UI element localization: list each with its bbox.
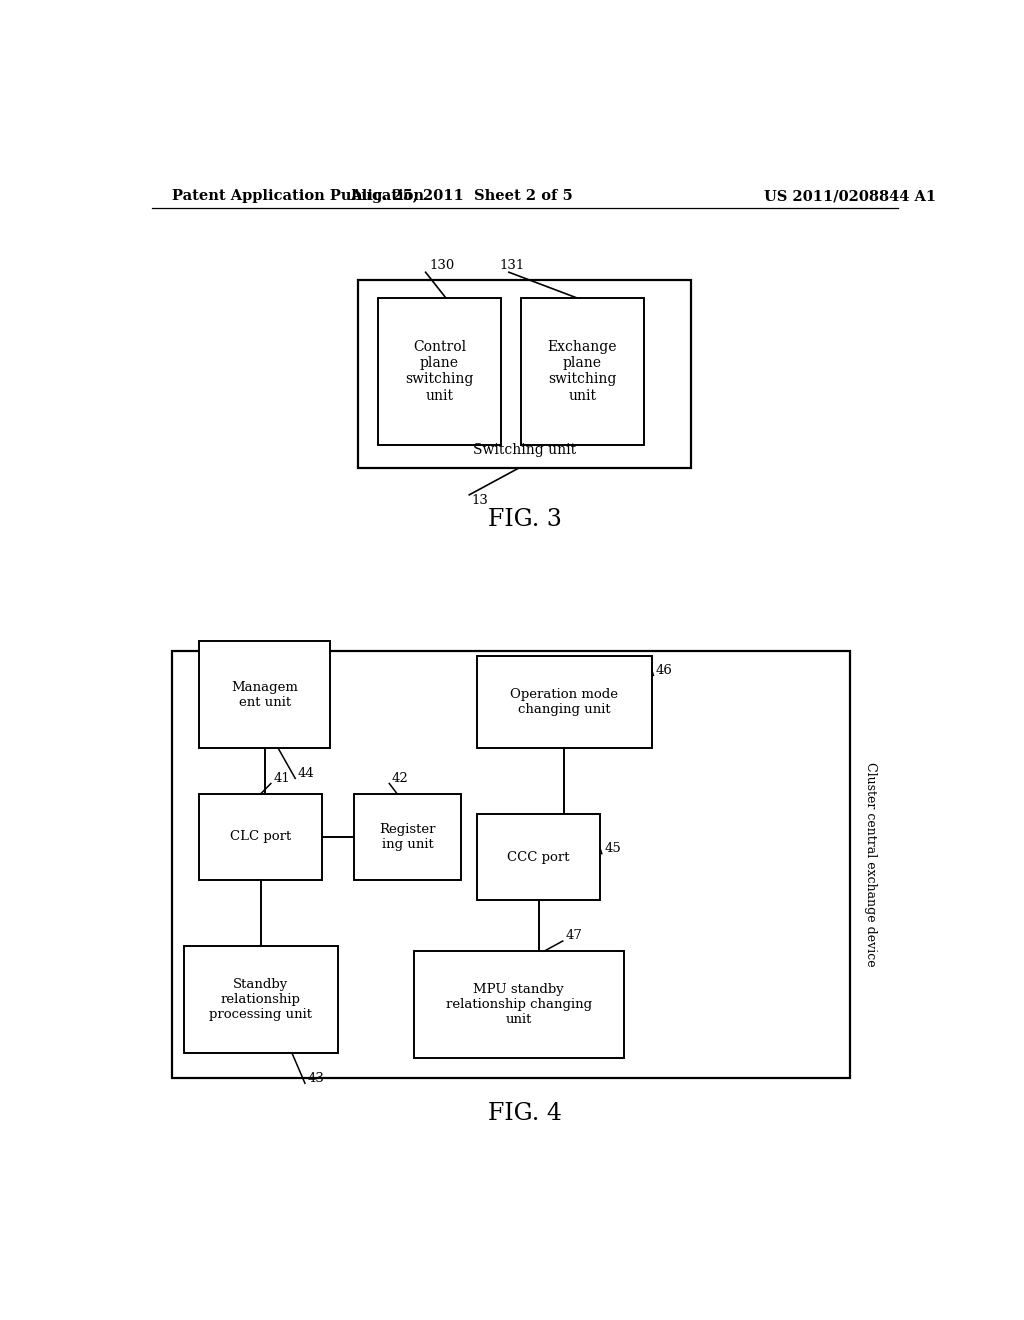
FancyBboxPatch shape — [200, 642, 331, 748]
Text: Control
plane
switching
unit: Control plane switching unit — [406, 341, 474, 403]
FancyBboxPatch shape — [521, 297, 644, 445]
Text: Switching unit: Switching unit — [473, 444, 577, 457]
Text: Managem
ent unit: Managem ent unit — [231, 681, 298, 709]
FancyBboxPatch shape — [200, 793, 323, 880]
FancyBboxPatch shape — [414, 952, 624, 1057]
Text: 13: 13 — [472, 495, 488, 507]
Text: 44: 44 — [298, 767, 314, 780]
FancyBboxPatch shape — [358, 280, 691, 469]
Text: US 2011/0208844 A1: US 2011/0208844 A1 — [764, 189, 936, 203]
Text: 45: 45 — [604, 842, 621, 855]
FancyBboxPatch shape — [477, 814, 600, 900]
Text: 41: 41 — [273, 772, 290, 785]
Text: CLC port: CLC port — [230, 830, 292, 843]
Text: Standby
relationship
processing unit: Standby relationship processing unit — [210, 978, 312, 1020]
Text: FIG. 4: FIG. 4 — [487, 1102, 562, 1126]
Text: 46: 46 — [655, 664, 673, 677]
FancyBboxPatch shape — [172, 651, 850, 1078]
Text: FIG. 3: FIG. 3 — [487, 508, 562, 531]
Text: Exchange
plane
switching
unit: Exchange plane switching unit — [548, 341, 617, 403]
Text: 43: 43 — [307, 1072, 325, 1085]
Text: MPU standby
relationship changing
unit: MPU standby relationship changing unit — [445, 983, 592, 1026]
Text: Cluster central exchange device: Cluster central exchange device — [863, 763, 877, 968]
Text: Aug. 25, 2011  Sheet 2 of 5: Aug. 25, 2011 Sheet 2 of 5 — [350, 189, 572, 203]
FancyBboxPatch shape — [477, 656, 652, 748]
FancyBboxPatch shape — [354, 793, 461, 880]
FancyBboxPatch shape — [183, 946, 338, 1053]
Text: 131: 131 — [500, 259, 524, 272]
Text: 130: 130 — [430, 259, 455, 272]
Text: CCC port: CCC port — [508, 850, 570, 863]
Text: Patent Application Publication: Patent Application Publication — [172, 189, 424, 203]
Text: Register
ing unit: Register ing unit — [380, 822, 436, 851]
Text: 47: 47 — [565, 929, 582, 942]
Text: 42: 42 — [391, 772, 409, 785]
FancyBboxPatch shape — [378, 297, 501, 445]
Text: Operation mode
changing unit: Operation mode changing unit — [511, 688, 618, 717]
